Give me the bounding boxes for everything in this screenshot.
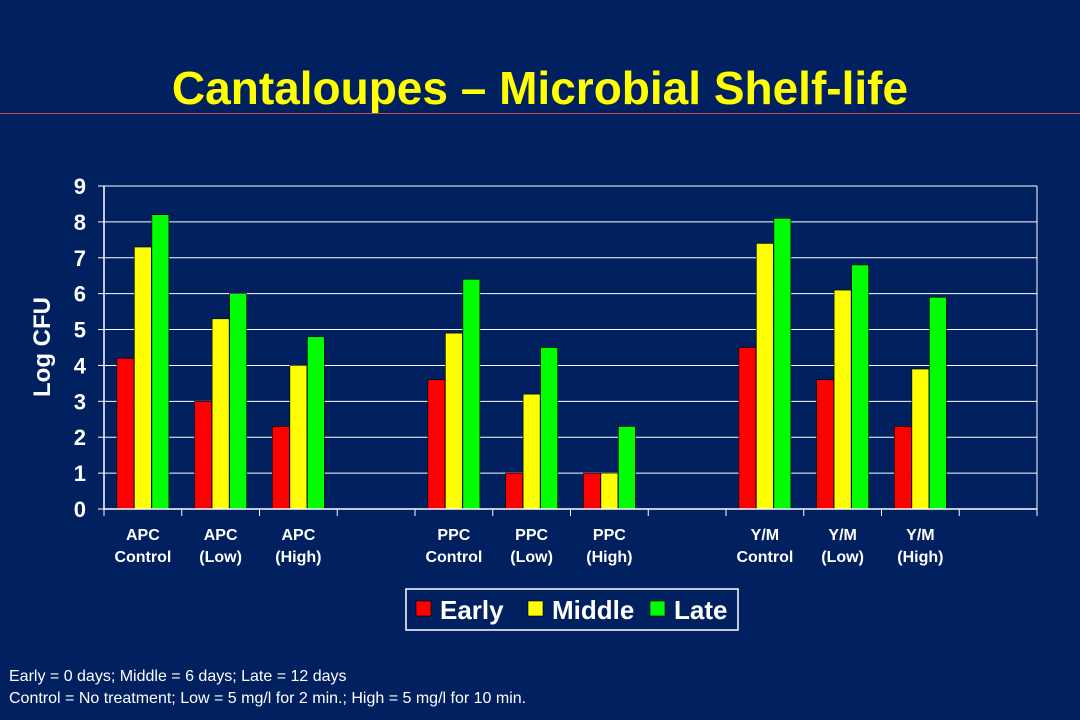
bar-late [229, 293, 247, 510]
bar-early [272, 426, 290, 510]
x-tick-label: APC [281, 527, 315, 544]
legend-label-late: Late [674, 595, 727, 625]
bar-early [894, 426, 912, 510]
y-tick-label: 8 [74, 210, 86, 235]
bar-middle [522, 393, 541, 510]
x-tick-label: (Low) [821, 549, 864, 566]
bar-middle [600, 472, 619, 510]
x-tick-label: (Low) [199, 549, 242, 566]
bar-late [151, 214, 170, 510]
bar-middle [211, 318, 230, 510]
legend-swatch-middle [527, 600, 544, 617]
slide-title: Cantaloupes – Microbial Shelf-life [171, 62, 909, 114]
bar-early [505, 472, 523, 510]
x-tick-label: Y/M [906, 527, 934, 544]
bar-middle [756, 243, 774, 510]
title-divider [0, 113, 1080, 114]
x-tick-label: (High) [897, 549, 943, 566]
y-tick-label: 3 [74, 389, 86, 414]
bar-early [738, 347, 757, 510]
y-tick-label: 6 [74, 282, 86, 307]
x-tick-label: APC [126, 527, 160, 544]
x-tick-label: Y/M [828, 527, 856, 544]
y-tick-label: 0 [74, 497, 86, 522]
x-tick-label: PPC [593, 527, 626, 544]
footnotes: Early = 0 days; Middle = 6 days; Late = … [9, 666, 526, 710]
x-tick-label: (High) [275, 549, 321, 566]
legend: Early Middle Late [405, 588, 739, 631]
y-tick-label: 4 [74, 353, 87, 378]
x-tick-label: PPC [515, 527, 548, 544]
bar-early [116, 357, 135, 510]
bar-early [427, 379, 446, 510]
legend-label-early: Early [440, 595, 504, 625]
bar-late [307, 336, 325, 510]
legend-box [405, 588, 739, 631]
axes [98, 185, 1038, 516]
x-tick-label: Control [114, 549, 171, 566]
x-tick-label: (High) [586, 549, 632, 566]
gridlines [104, 185, 1037, 474]
y-tick-label: 2 [74, 425, 86, 450]
legend-swatch-early [415, 600, 432, 617]
bar-middle [289, 365, 308, 510]
y-tick-label: 9 [74, 174, 86, 199]
bar-middle [911, 368, 930, 510]
x-tick-label: Control [425, 549, 482, 566]
bar-late [618, 426, 636, 510]
bar-late [773, 218, 792, 510]
footnote-treatments: Control = No treatment; Low = 5 mg/l for… [9, 690, 527, 707]
bar-middle [445, 332, 463, 510]
x-tick-label: APC [204, 527, 238, 544]
bar-late [462, 279, 481, 510]
tick-labels: 0 1 2 3 4 5 6 7 8 9 APC Control APC (Low) APC (High) PPC… [29, 174, 943, 566]
legend-label-middle: Middle [552, 595, 634, 625]
x-tick-label: Y/M [751, 527, 779, 544]
x-tick-label: (Low) [510, 549, 553, 566]
y-axis-label: Log CFU [29, 297, 56, 397]
bar-late [929, 296, 947, 510]
bar-early [583, 472, 601, 510]
x-tick-label: Control [736, 549, 793, 566]
y-tick-label: 7 [74, 246, 86, 271]
bar-middle [833, 289, 852, 510]
bars [116, 214, 947, 510]
x-tick-label: PPC [437, 527, 470, 544]
bar-chart: 0 1 2 3 4 5 6 7 8 9 APC Control APC (Low) APC (High) PPC… [29, 174, 1038, 631]
legend-swatch-late [649, 600, 666, 617]
bar-early [194, 401, 212, 510]
footnote-timepoints: Early = 0 days; Middle = 6 days; Late = … [9, 668, 347, 685]
y-tick-label: 5 [74, 318, 86, 343]
bar-late [540, 347, 558, 510]
bar-late [851, 264, 869, 510]
y-tick-label: 1 [74, 461, 86, 486]
bar-middle [134, 246, 152, 510]
bar-early [816, 379, 834, 510]
